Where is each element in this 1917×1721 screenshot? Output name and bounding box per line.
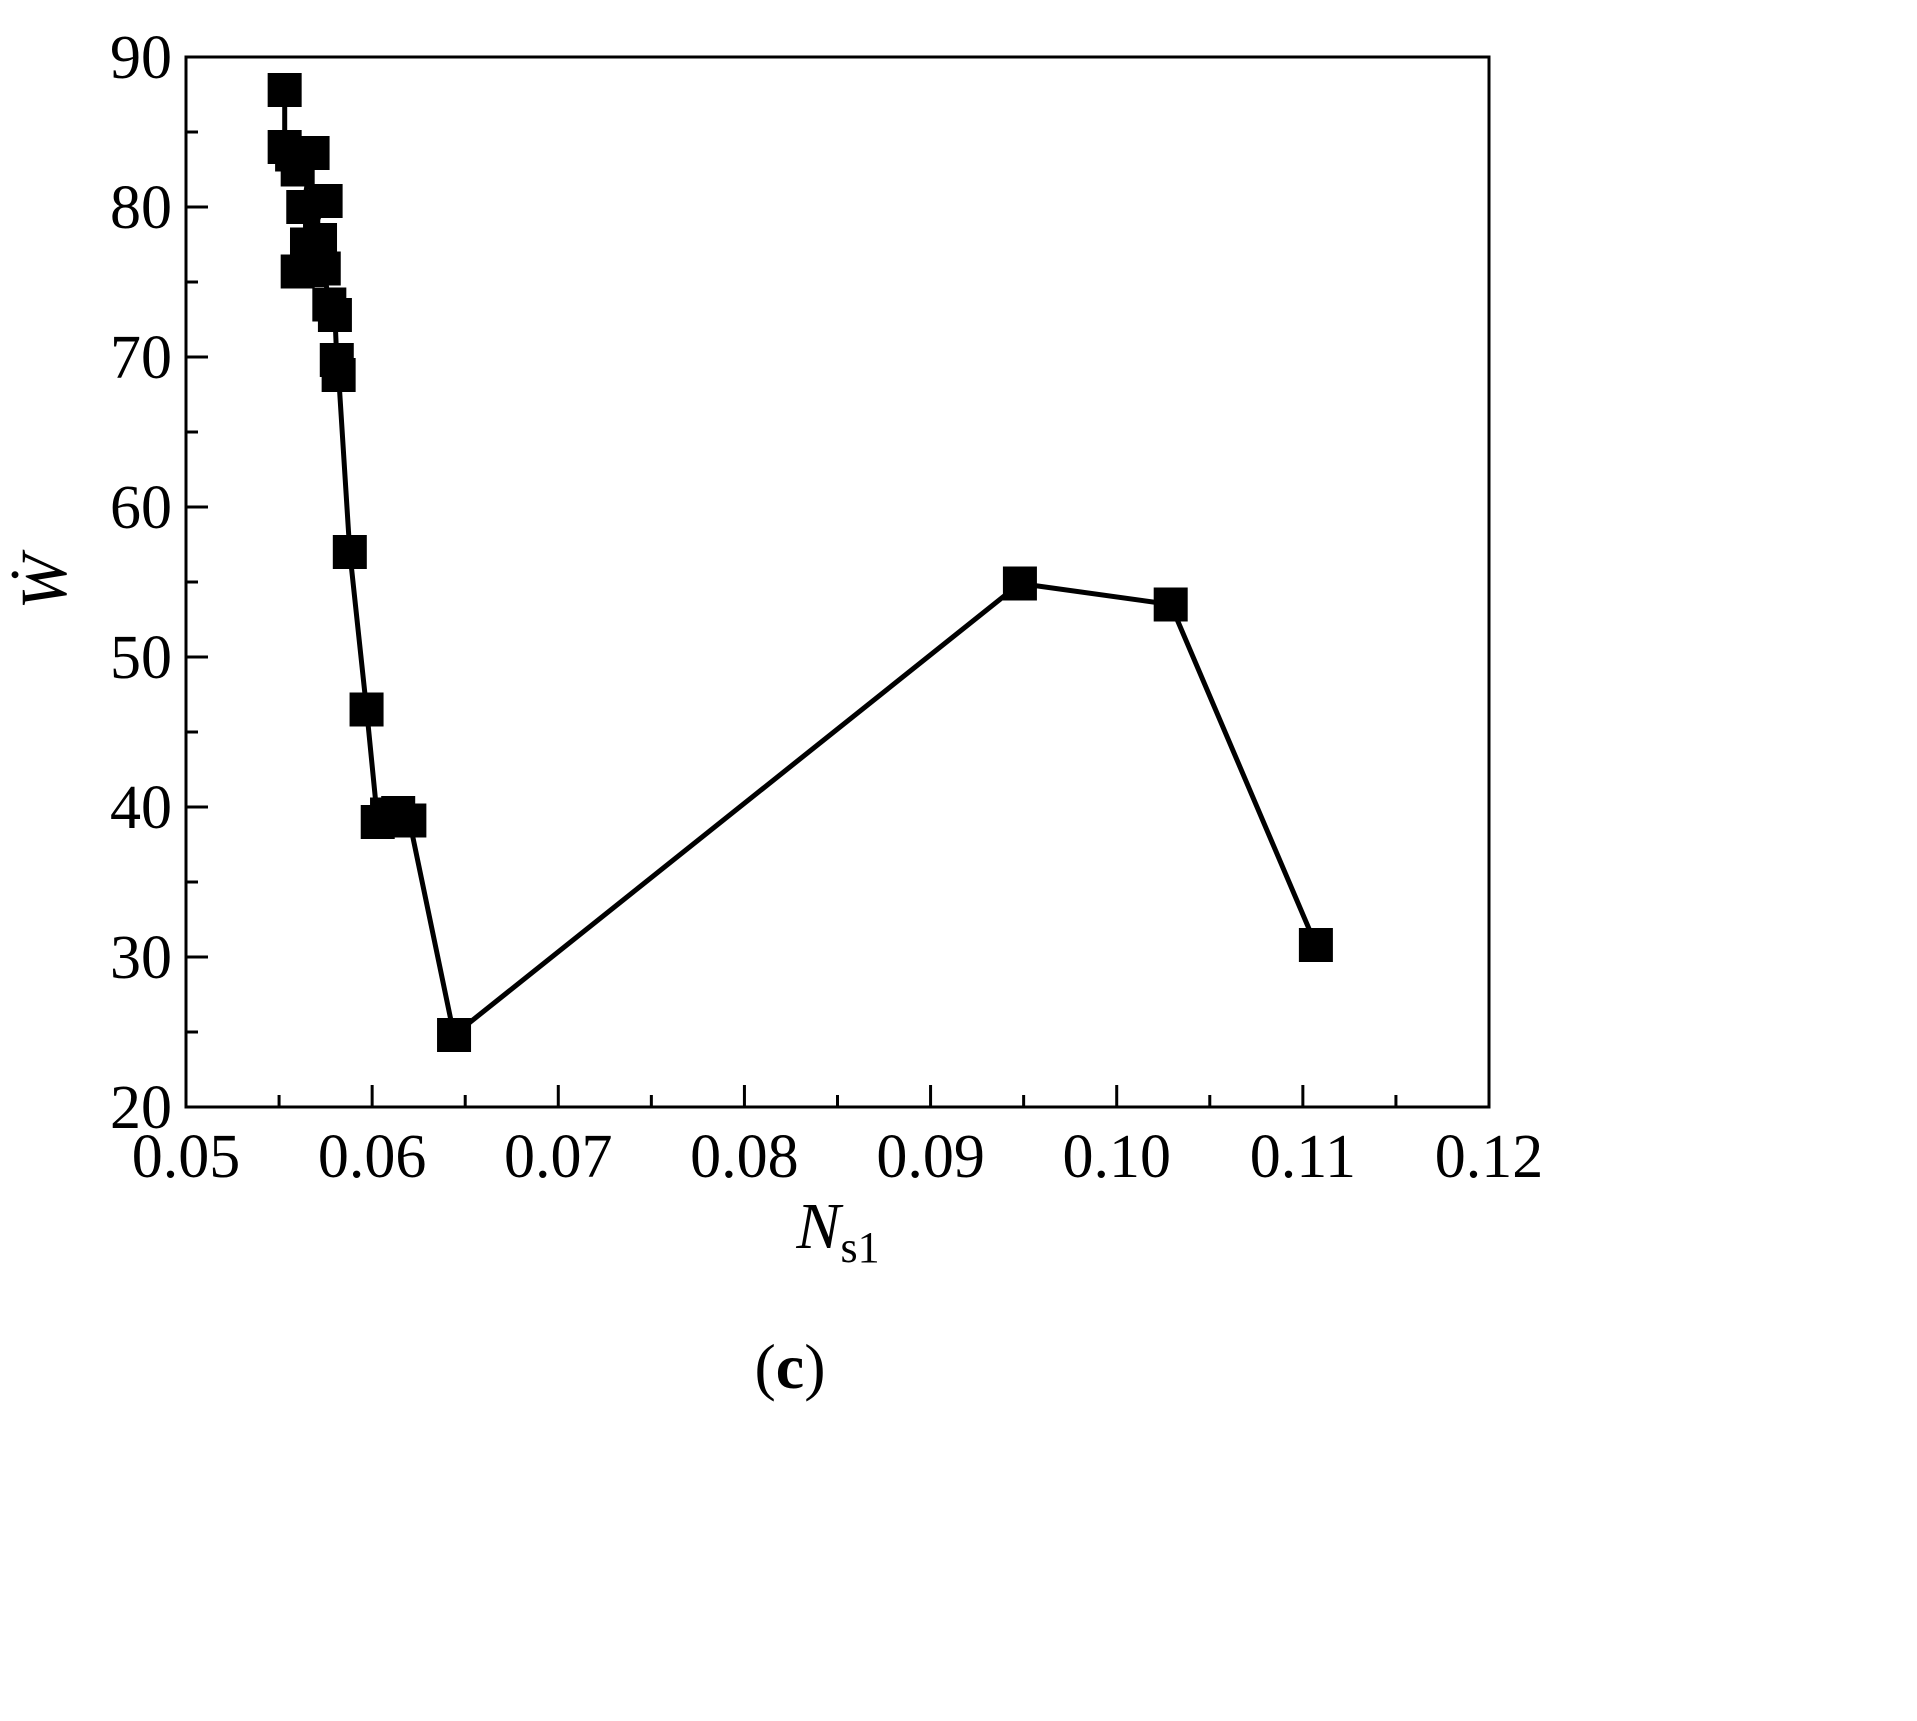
x-tick-label: 0.08 (690, 1123, 799, 1191)
caption-close-paren: ) (804, 1331, 825, 1402)
y-axis-tick-labels: 20 30 40 50 60 70 80 90 (110, 24, 172, 1142)
x-tick-label: 0.05 (132, 1123, 241, 1191)
y-axis-title: Ẇ (8, 549, 81, 609)
data-point-marker (321, 358, 356, 392)
y-tick-label: 90 (110, 24, 172, 92)
x-axis-title: Ns1 (795, 1190, 879, 1272)
data-point-marker (1298, 928, 1333, 962)
y-tick-label: 30 (110, 924, 172, 992)
x-axis-title-sub: s1 (840, 1223, 879, 1272)
x-axis-ticks (184, 1085, 1491, 1107)
plot-frame (184, 55, 1491, 1109)
data-point-marker (303, 223, 338, 257)
x-tick-label: 0.11 (1250, 1123, 1356, 1191)
data-point-marker (267, 73, 302, 107)
data-point-marker (1153, 587, 1188, 622)
x-tick-label: 0.07 (504, 1123, 613, 1191)
y-tick-label: 20 (110, 1074, 172, 1142)
data-point-marker (392, 803, 427, 838)
data-point-marker (306, 251, 341, 286)
y-axis-ticks (186, 55, 208, 1109)
x-tick-label: 0.09 (876, 1123, 985, 1191)
series-line (282, 90, 1319, 1038)
data-point-marker (295, 136, 330, 170)
data-point-marker (332, 535, 367, 569)
x-axis-title-main: N (795, 1190, 844, 1263)
data-point-marker (437, 1018, 472, 1052)
y-tick-label: 80 (110, 174, 172, 242)
x-tick-label: 0.12 (1435, 1123, 1544, 1191)
series-markers (267, 73, 1333, 1052)
y-tick-label: 50 (110, 624, 172, 692)
series-lines (282, 90, 1319, 1038)
y-tick-label: 60 (110, 474, 172, 542)
figure-caption: (c) (754, 1331, 825, 1402)
caption-letter: c (776, 1331, 804, 1402)
caption-open-paren: ( (754, 1331, 775, 1402)
data-point-marker (1002, 566, 1037, 601)
y-tick-label: 70 (110, 324, 172, 392)
x-tick-label: 0.06 (318, 1123, 427, 1191)
data-point-marker (349, 692, 384, 727)
data-point-marker (308, 184, 343, 218)
x-tick-label: 0.10 (1062, 1123, 1171, 1191)
y-tick-label: 40 (110, 774, 172, 842)
x-axis-tick-labels: 0.05 0.06 0.07 0.08 0.09 0.10 0.11 0.12 (132, 1123, 1544, 1191)
data-point-marker (317, 298, 352, 332)
